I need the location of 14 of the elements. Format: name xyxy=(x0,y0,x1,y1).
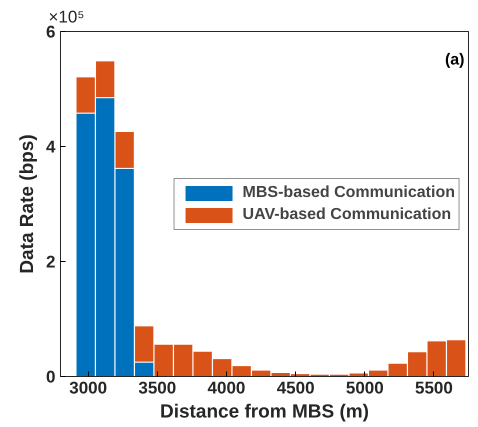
annotation: (a) xyxy=(444,52,465,68)
y-tick-label: 0 xyxy=(46,368,56,386)
x-tick-label: 3500 xyxy=(138,378,176,398)
x-axis-title: Distance from MBS (m) xyxy=(160,402,370,422)
legend-label: UAV-based Communication xyxy=(242,206,452,224)
x-tick-label: 3000 xyxy=(69,378,108,398)
x-tick-label: 4500 xyxy=(276,378,315,398)
x-tick-label: 5500 xyxy=(415,378,453,398)
y-tick-label: 2 xyxy=(46,252,56,272)
x-tick-label: 4000 xyxy=(208,378,246,398)
x-tick-label: 5000 xyxy=(346,378,384,398)
y-tick-label: 4 xyxy=(46,138,56,156)
y-axis-title: Data Rate (bps) xyxy=(17,134,38,274)
legend-label: MBS-based Communication xyxy=(242,184,455,202)
